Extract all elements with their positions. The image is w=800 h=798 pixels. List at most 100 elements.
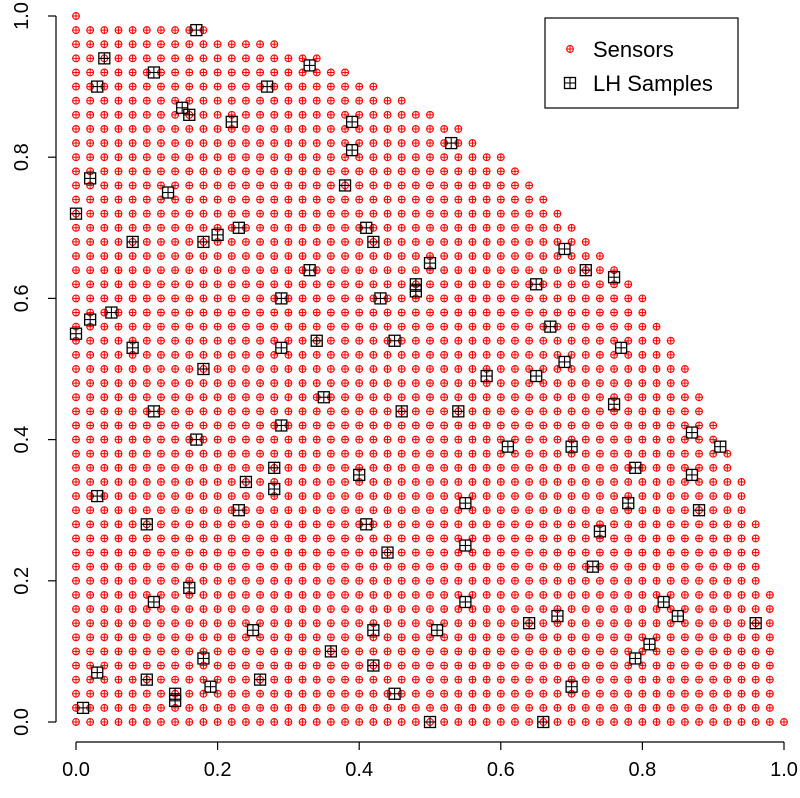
sensor-point [780, 718, 788, 726]
sensor-point [468, 167, 477, 176]
sensor-point [256, 237, 265, 246]
sensor-point [652, 718, 661, 726]
sensor-point [397, 237, 406, 246]
sensor-point [326, 675, 335, 684]
sensor-point [227, 605, 236, 613]
sensor-point [468, 308, 477, 317]
sensor-point [213, 718, 222, 726]
sensor-point [496, 520, 505, 529]
sensor-point [525, 718, 534, 726]
sensor-point [213, 96, 222, 105]
sensor-point [355, 647, 364, 656]
sensor-point [454, 633, 463, 642]
sensor-point [652, 647, 661, 656]
lh-sample-point [445, 136, 458, 150]
sensor-point [397, 478, 406, 486]
sensor-point [468, 237, 477, 246]
sensor-point [157, 181, 165, 190]
sensor-point [369, 492, 378, 501]
lh-sample-point [91, 666, 104, 679]
sensor-point [355, 167, 364, 176]
sensor-point [72, 562, 80, 571]
sensor-point [709, 506, 718, 515]
sensor-point [185, 209, 194, 218]
sensor-point [171, 619, 180, 628]
lh-sample-point [388, 687, 401, 700]
sensor-point [581, 534, 590, 543]
sensor-point [100, 478, 109, 486]
sensor-point [341, 294, 349, 303]
sensor-point [553, 576, 562, 585]
sensor-point [213, 449, 222, 458]
sensor-point [341, 562, 349, 571]
sensor-point [312, 379, 321, 388]
sensor-point [426, 703, 434, 712]
sensor-point [185, 82, 194, 91]
sensor-point [157, 322, 165, 331]
sensor-point [369, 407, 378, 416]
lh-sample-point [161, 186, 175, 199]
sensor-point [369, 689, 378, 698]
sensor-point [199, 209, 208, 218]
sensor-point [426, 110, 434, 119]
sensor-point [256, 393, 265, 402]
sensor-point [610, 619, 619, 628]
sensor-point [227, 40, 236, 49]
sensor-point [86, 661, 95, 670]
sensor-point [341, 463, 349, 472]
sensor-point [680, 492, 689, 501]
sensor-point [213, 633, 222, 642]
sensor-point [496, 294, 505, 303]
sensor-point [312, 590, 321, 599]
sensor-point [86, 633, 95, 642]
sensor-point [86, 605, 95, 613]
sensor-point [383, 534, 392, 543]
sensor-point [539, 336, 548, 345]
sensor-point [454, 689, 463, 698]
sensor-point [100, 379, 109, 388]
sensor-point [440, 605, 449, 613]
sensor-point [511, 237, 519, 246]
sensor-point [581, 661, 590, 670]
sensor-point [298, 125, 307, 133]
sensor-point [100, 266, 109, 275]
sensor-point [213, 195, 222, 204]
sensor-point [284, 167, 293, 176]
sensor-point [256, 718, 265, 726]
sensor-point [383, 463, 392, 472]
sensor-point [86, 40, 95, 49]
sensor-point [171, 82, 180, 91]
sensor-point [199, 449, 208, 458]
sensor-point [525, 605, 534, 613]
lh-sample-point [629, 652, 642, 665]
lh-sample-point [607, 398, 621, 411]
sensor-point [511, 393, 519, 402]
sensor-point [695, 520, 703, 529]
sensor-point [397, 548, 406, 557]
sensor-point [114, 478, 123, 486]
sensor-point [539, 379, 548, 388]
sensor-point [440, 350, 449, 359]
sensor-point [624, 393, 633, 402]
sensor-point [284, 393, 293, 402]
sensor-point [199, 195, 208, 204]
sensor-point [86, 407, 95, 416]
sensor-point [171, 153, 180, 162]
sensor-point [199, 520, 208, 529]
sensor-point [128, 421, 137, 430]
sensor-point [496, 590, 505, 599]
sensor-point [397, 463, 406, 472]
sensor-point [440, 661, 449, 670]
sensor-point [751, 661, 760, 670]
sensor-point [567, 223, 576, 232]
sensor-point [270, 350, 279, 359]
sensor-point [326, 223, 335, 232]
sensor-point [652, 520, 661, 529]
sensor-point [100, 181, 109, 190]
sensor-point [411, 350, 420, 359]
sensor-point [157, 562, 165, 571]
sensor-point [157, 96, 165, 105]
sensor-point [539, 703, 548, 712]
sensor-point [496, 675, 505, 684]
sensor-point [100, 96, 109, 105]
